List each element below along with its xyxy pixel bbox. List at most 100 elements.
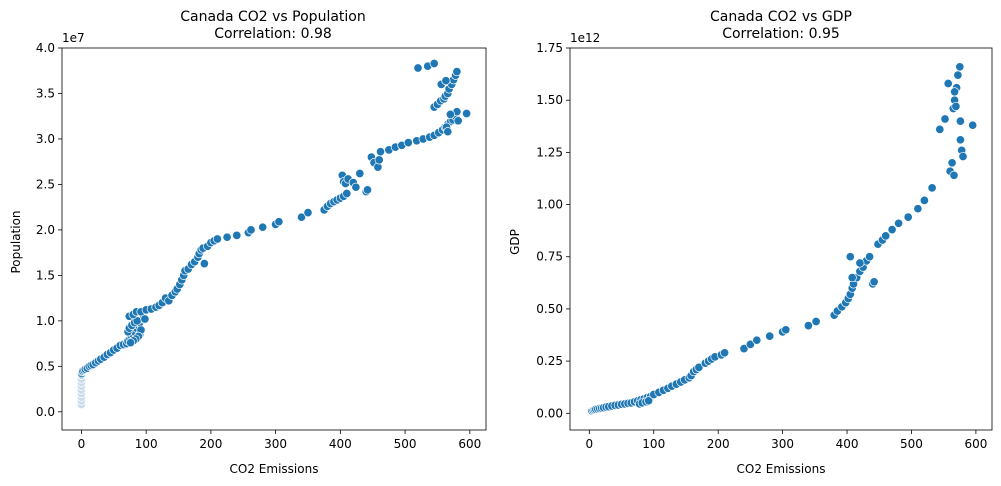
data-point-94 xyxy=(355,168,365,179)
data-point-101 xyxy=(375,147,386,157)
data-point-93 xyxy=(955,135,965,145)
data-point-46 xyxy=(739,344,749,354)
data-point-71 xyxy=(222,232,232,242)
data-point-79 xyxy=(919,195,929,205)
data-point-79 xyxy=(303,208,313,218)
x-axis-label: CO2 Emissions xyxy=(230,462,319,476)
x-tick-label-4: 400 xyxy=(836,437,859,451)
y-tick-label-4: 1.00 xyxy=(536,198,563,212)
x-ticks: 0 100 200 300 400 500 600 xyxy=(586,430,987,451)
data-point-66 xyxy=(865,252,875,262)
y-tick-label-1: 0.5 xyxy=(36,359,55,373)
x-tick-label-5: 500 xyxy=(394,437,417,451)
chart-population: Canada CO2 vs Population Correlation: 0.… xyxy=(9,9,487,476)
chart-title: Canada CO2 vs Population xyxy=(180,9,365,25)
data-point-69 xyxy=(845,252,855,262)
data-point-85 xyxy=(947,158,957,168)
data-point-90 xyxy=(953,70,963,80)
y-tick-label-3: 0.75 xyxy=(536,250,563,264)
x-tick-label-4: 400 xyxy=(329,437,352,451)
data-point-80 xyxy=(927,183,937,193)
y-tick-label-5: 1.25 xyxy=(536,145,563,159)
data-point-71 xyxy=(855,258,865,268)
data-point-137 xyxy=(443,127,453,137)
data-point-48 xyxy=(752,335,762,345)
y-tick-label-8: 4.0 xyxy=(36,41,55,55)
data-point-75 xyxy=(258,222,268,232)
x-ticks: 0 100 200 300 400 500 600 xyxy=(78,430,481,451)
x-tick-label-6: 600 xyxy=(458,437,481,451)
chart-subtitle: Correlation: 0.98 xyxy=(214,26,332,42)
data-point-83 xyxy=(943,78,953,89)
plot-area xyxy=(569,47,993,431)
data-point-66 xyxy=(199,259,209,269)
data-point-118 xyxy=(453,116,463,126)
x-tick-label-2: 200 xyxy=(707,437,730,451)
data-point-49 xyxy=(765,331,775,341)
data-point-77 xyxy=(274,217,284,227)
axes-frame xyxy=(569,47,993,431)
y-ticks: 0.00 0.25 0.50 0.75 1.00 1.25 1.50 1.75 xyxy=(536,41,570,420)
x-tick-label-3: 300 xyxy=(771,437,794,451)
data-points xyxy=(77,58,472,379)
x-tick-label-6: 600 xyxy=(964,437,987,451)
data-point-44 xyxy=(140,314,150,324)
y-tick-label-6: 1.50 xyxy=(536,93,563,107)
data-point-87 xyxy=(342,188,352,199)
data-point-105 xyxy=(403,138,413,148)
data-point-75 xyxy=(887,225,897,235)
data-point-72 xyxy=(232,230,242,240)
y-tick-label-6: 3.0 xyxy=(36,132,55,146)
y-axis-label: Population xyxy=(9,210,23,273)
data-point-74 xyxy=(246,225,256,235)
x-tick-label-0: 0 xyxy=(78,437,86,451)
data-point-96 xyxy=(968,120,978,130)
data-point-47 xyxy=(745,339,755,349)
data-point-68 xyxy=(869,277,879,287)
data-point-26 xyxy=(644,396,654,406)
y-tick-label-0: 0.00 xyxy=(536,406,563,420)
data-point-86 xyxy=(949,170,959,180)
data-points xyxy=(587,62,978,416)
x-tick-label-0: 0 xyxy=(586,437,594,451)
x-tick-label-1: 100 xyxy=(642,437,665,451)
y-tick-label-5: 2.5 xyxy=(36,177,55,191)
data-point-95 xyxy=(958,151,968,162)
data-point-51 xyxy=(781,325,791,335)
y-axis-label: GDP xyxy=(508,229,522,255)
x-tick-label-5: 500 xyxy=(900,437,923,451)
data-point-135 xyxy=(429,58,439,69)
y-tick-label-7: 3.5 xyxy=(36,86,55,100)
y-tick-label-2: 1.0 xyxy=(36,314,55,328)
data-point-52 xyxy=(803,321,813,331)
data-point-91 xyxy=(955,62,965,72)
y-tick-label-7: 1.75 xyxy=(536,41,563,55)
y-tick-label-1: 0.25 xyxy=(536,354,563,368)
data-point-96 xyxy=(362,185,373,195)
y-tick-label-3: 1.5 xyxy=(36,268,55,282)
x-axis-label: CO2 Emissions xyxy=(737,462,826,476)
data-point-132 xyxy=(441,76,451,86)
y-tick-label-0: 0.0 xyxy=(36,405,55,419)
data-point-92 xyxy=(955,116,965,126)
data-point-119 xyxy=(462,108,472,119)
data-point-77 xyxy=(903,212,913,222)
data-point-39 xyxy=(126,338,136,348)
data-point-82 xyxy=(940,114,950,124)
chart-gdp: Canada CO2 vs GDP Correlation: 0.95 1e12… xyxy=(508,9,993,476)
data-point-74 xyxy=(881,231,891,241)
x-tick-label-3: 300 xyxy=(264,437,287,451)
data-point-78 xyxy=(296,212,307,222)
y-offset-label: 1e12 xyxy=(570,31,600,45)
data-point-100 xyxy=(374,155,384,165)
data-point-39 xyxy=(694,362,704,372)
data-point-133 xyxy=(413,63,423,73)
y-ticks: 0.0 0.5 1.0 1.5 2.0 2.5 3.0 3.5 4.0 xyxy=(36,41,62,419)
plot-area xyxy=(61,47,487,431)
data-point-81 xyxy=(935,124,945,134)
data-point-45 xyxy=(720,348,730,358)
data-point-138 xyxy=(445,109,455,119)
axes-frame xyxy=(61,47,487,431)
